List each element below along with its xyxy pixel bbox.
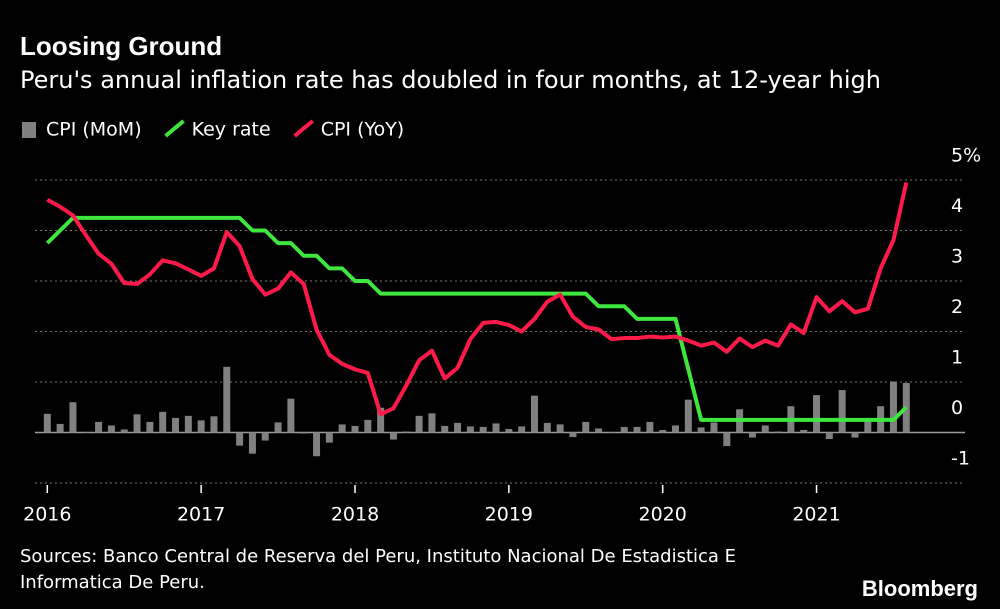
bar	[595, 428, 603, 433]
legend-swatch	[164, 119, 185, 138]
bar	[697, 427, 705, 433]
bar	[210, 416, 218, 433]
line	[45, 215, 908, 422]
bar	[223, 366, 231, 433]
bar	[351, 425, 359, 433]
bar	[825, 432, 833, 440]
source-note: Sources: Banco Central de Reserva del Pe…	[20, 546, 737, 593]
bar	[889, 381, 897, 433]
bar	[569, 432, 577, 438]
bar	[133, 414, 141, 433]
y-tick-label: 0	[951, 397, 963, 419]
bar	[607, 431, 615, 433]
bar	[530, 395, 538, 433]
bar	[672, 425, 680, 433]
bar	[492, 423, 500, 433]
bar	[261, 432, 269, 441]
bar	[646, 421, 654, 433]
y-tick-label: 5%	[951, 145, 981, 167]
bar	[172, 417, 180, 433]
bar	[505, 428, 513, 433]
x-tick-label: 2021	[792, 504, 840, 526]
bar	[56, 423, 64, 433]
bar	[184, 415, 192, 433]
bar	[95, 421, 103, 433]
bar	[389, 432, 397, 440]
y-tick-label: 4	[951, 195, 963, 217]
bar	[864, 418, 872, 433]
bar	[274, 422, 282, 433]
legend-label: CPI (YoY)	[321, 119, 405, 141]
bar	[325, 432, 333, 443]
bar	[248, 432, 256, 454]
legend-label: CPI (MoM)	[46, 119, 142, 141]
bar	[69, 402, 77, 433]
brand: Bloomberg	[862, 576, 978, 601]
legend-swatch	[293, 119, 314, 138]
bar	[813, 395, 821, 433]
bar	[159, 411, 167, 433]
legend-swatch	[22, 122, 36, 138]
y-tick-label: -1	[951, 448, 970, 470]
bar	[338, 424, 346, 433]
bar	[748, 432, 756, 438]
bar	[518, 426, 526, 433]
bar	[107, 425, 115, 433]
bar	[415, 415, 423, 433]
bar	[800, 429, 808, 433]
bar	[543, 422, 551, 433]
bar	[120, 429, 128, 433]
chart-subtitle: Peru's annual inflation rate has doubled…	[20, 66, 881, 94]
y-tick-label: 3	[951, 246, 963, 268]
bar	[236, 432, 244, 446]
bar	[659, 429, 667, 433]
bar	[851, 432, 859, 438]
y-tick-label: 1	[951, 347, 963, 369]
bar	[377, 407, 385, 433]
x-tick-label: 2020	[639, 504, 687, 526]
bar	[300, 432, 308, 434]
bar	[402, 431, 410, 433]
bar	[454, 422, 462, 433]
bar	[774, 431, 782, 433]
bar	[364, 419, 372, 433]
legend-label: Key rate	[192, 119, 271, 141]
bar	[620, 426, 628, 433]
bar	[479, 426, 487, 433]
bar	[146, 421, 154, 433]
line	[46, 182, 909, 417]
bar	[466, 426, 474, 433]
bar	[633, 426, 641, 433]
bar	[761, 425, 769, 433]
bar	[723, 432, 731, 447]
bar	[43, 413, 51, 433]
x-tick-label: 2019	[485, 504, 533, 526]
bar	[710, 422, 718, 433]
x-tick-label: 2018	[331, 504, 379, 526]
x-tick-label: 2016	[23, 504, 71, 526]
bar	[287, 398, 295, 433]
bar	[684, 399, 692, 433]
bar	[82, 431, 90, 433]
bar	[313, 432, 321, 457]
bar	[556, 424, 564, 433]
bar	[197, 420, 205, 433]
chart-title: Loosing Ground	[20, 31, 222, 61]
y-tick-label: 2	[951, 296, 963, 318]
x-tick-label: 2017	[177, 504, 225, 526]
bar	[582, 421, 590, 433]
bar	[428, 413, 436, 433]
bar	[441, 425, 449, 433]
bar	[838, 390, 846, 433]
